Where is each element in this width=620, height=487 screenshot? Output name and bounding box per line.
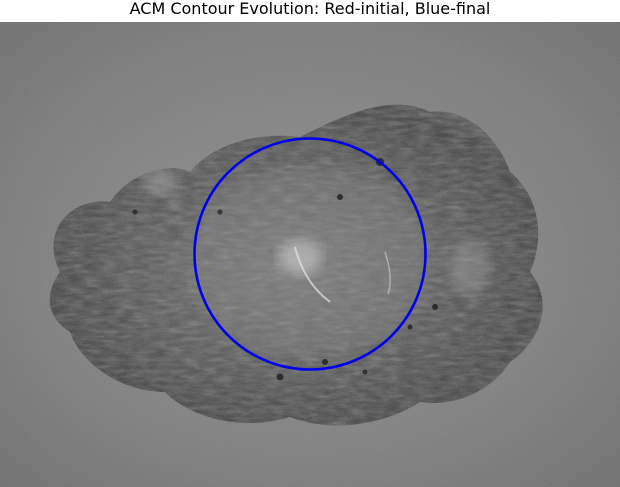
final-contour — [193, 137, 427, 371]
microscopy-image — [0, 22, 620, 487]
image-panel — [0, 22, 620, 487]
figure-title: ACM Contour Evolution: Red-initial, Blue… — [129, 0, 491, 18]
